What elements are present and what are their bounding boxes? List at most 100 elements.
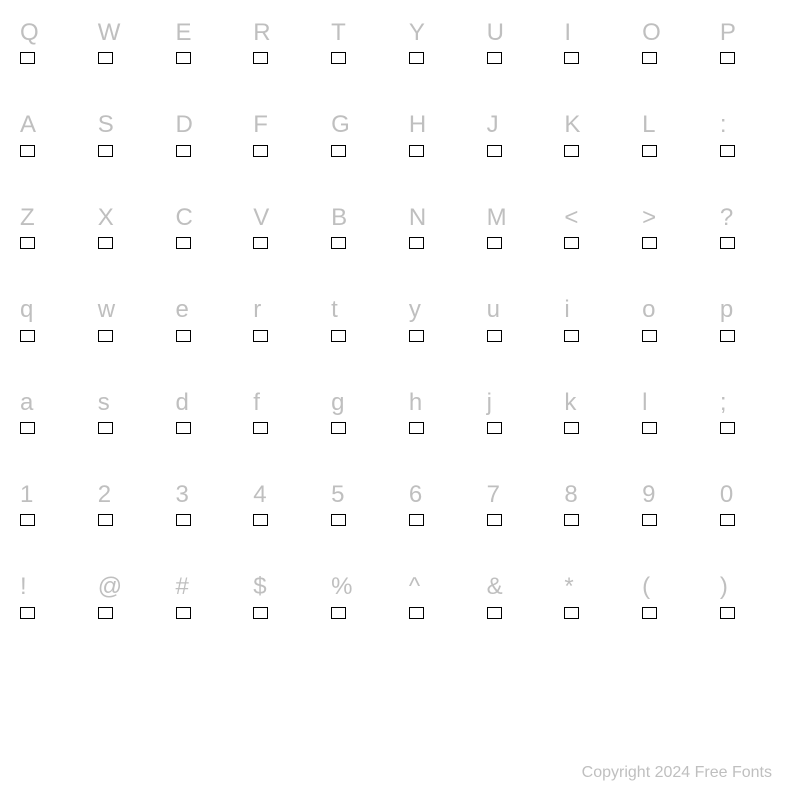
glyph-placeholder-icon	[98, 514, 113, 526]
glyph-placeholder-icon	[564, 145, 579, 157]
char-label: P	[720, 20, 736, 46]
char-cell: C	[176, 205, 236, 249]
char-label: i	[564, 297, 569, 323]
char-label: 2	[98, 482, 111, 508]
char-cell: Z	[20, 205, 80, 249]
char-cell: >	[642, 205, 702, 249]
char-cell: ?	[720, 205, 780, 249]
char-label: w	[98, 297, 115, 323]
char-cell: <	[564, 205, 624, 249]
char-cell: 1	[20, 482, 80, 526]
char-label: B	[331, 205, 347, 231]
glyph-placeholder-icon	[20, 52, 35, 64]
char-cell: (	[642, 574, 702, 618]
char-cell: 4	[253, 482, 313, 526]
glyph-placeholder-icon	[176, 607, 191, 619]
char-label: q	[20, 297, 33, 323]
char-cell: q	[20, 297, 80, 341]
glyph-placeholder-icon	[720, 514, 735, 526]
char-label: s	[98, 390, 110, 416]
char-row: Z X C V B N M < > ?	[20, 205, 780, 249]
glyph-placeholder-icon	[409, 330, 424, 342]
char-label: !	[20, 574, 27, 600]
glyph-placeholder-icon	[331, 330, 346, 342]
char-cell: B	[331, 205, 391, 249]
glyph-placeholder-icon	[487, 607, 502, 619]
char-label: 6	[409, 482, 422, 508]
char-row: A S D F G H J K L :	[20, 112, 780, 156]
char-label: r	[253, 297, 261, 323]
char-label: ^	[409, 574, 420, 600]
char-cell: J	[487, 112, 547, 156]
glyph-placeholder-icon	[253, 145, 268, 157]
char-label: ;	[720, 390, 727, 416]
glyph-placeholder-icon	[564, 514, 579, 526]
glyph-placeholder-icon	[176, 237, 191, 249]
char-cell: d	[176, 390, 236, 434]
char-label: I	[564, 20, 571, 46]
glyph-placeholder-icon	[564, 237, 579, 249]
char-cell: H	[409, 112, 469, 156]
char-label: M	[487, 205, 507, 231]
glyph-placeholder-icon	[720, 52, 735, 64]
glyph-placeholder-icon	[331, 237, 346, 249]
char-cell: P	[720, 20, 780, 64]
glyph-placeholder-icon	[564, 422, 579, 434]
glyph-placeholder-icon	[98, 422, 113, 434]
char-cell: *	[564, 574, 624, 618]
char-label: T	[331, 20, 346, 46]
glyph-placeholder-icon	[253, 52, 268, 64]
char-cell: E	[176, 20, 236, 64]
glyph-placeholder-icon	[487, 330, 502, 342]
char-cell: t	[331, 297, 391, 341]
char-label: y	[409, 297, 421, 323]
glyph-placeholder-icon	[642, 422, 657, 434]
glyph-placeholder-icon	[20, 422, 35, 434]
char-label: X	[98, 205, 114, 231]
char-label: j	[487, 390, 492, 416]
char-cell: f	[253, 390, 313, 434]
char-label: S	[98, 112, 114, 138]
glyph-placeholder-icon	[409, 52, 424, 64]
glyph-placeholder-icon	[20, 607, 35, 619]
glyph-placeholder-icon	[176, 422, 191, 434]
glyph-placeholder-icon	[253, 422, 268, 434]
glyph-placeholder-icon	[720, 145, 735, 157]
glyph-placeholder-icon	[176, 145, 191, 157]
char-label: Z	[20, 205, 35, 231]
char-label: ?	[720, 205, 733, 231]
char-cell: ^	[409, 574, 469, 618]
glyph-placeholder-icon	[409, 607, 424, 619]
glyph-placeholder-icon	[487, 514, 502, 526]
glyph-placeholder-icon	[487, 422, 502, 434]
char-label: %	[331, 574, 352, 600]
glyph-placeholder-icon	[409, 145, 424, 157]
glyph-placeholder-icon	[409, 422, 424, 434]
char-label: C	[176, 205, 193, 231]
char-label: u	[487, 297, 500, 323]
glyph-placeholder-icon	[20, 330, 35, 342]
char-row: ! @ # $ % ^ & * ( )	[20, 574, 780, 618]
char-label: 1	[20, 482, 33, 508]
char-cell: !	[20, 574, 80, 618]
char-cell: N	[409, 205, 469, 249]
char-label: 4	[253, 482, 266, 508]
char-cell: R	[253, 20, 313, 64]
glyph-placeholder-icon	[98, 237, 113, 249]
char-cell: L	[642, 112, 702, 156]
glyph-placeholder-icon	[253, 514, 268, 526]
char-label: f	[253, 390, 260, 416]
glyph-placeholder-icon	[642, 514, 657, 526]
char-cell: o	[642, 297, 702, 341]
char-cell: )	[720, 574, 780, 618]
char-cell: r	[253, 297, 313, 341]
char-label: F	[253, 112, 268, 138]
char-cell: &	[487, 574, 547, 618]
glyph-placeholder-icon	[642, 607, 657, 619]
char-label: k	[564, 390, 576, 416]
glyph-placeholder-icon	[564, 330, 579, 342]
char-cell: G	[331, 112, 391, 156]
glyph-placeholder-icon	[564, 607, 579, 619]
char-cell: I	[564, 20, 624, 64]
char-cell: g	[331, 390, 391, 434]
